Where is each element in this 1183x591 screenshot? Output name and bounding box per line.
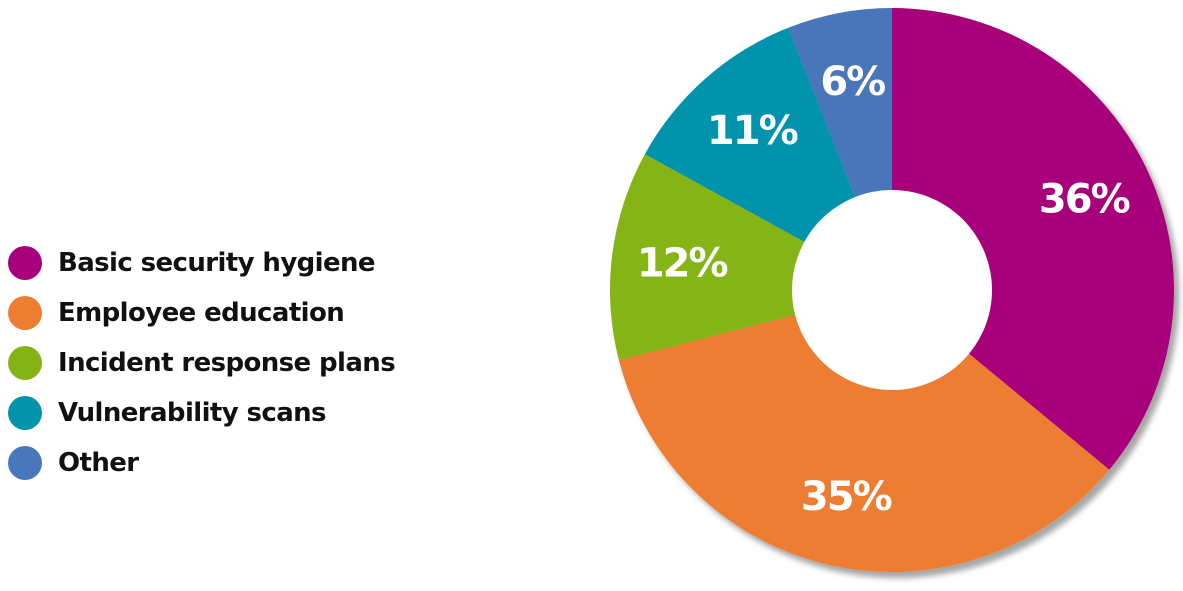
legend-swatch (8, 446, 42, 480)
legend-item: Incident response plans (8, 338, 528, 388)
legend-label: Employee education (58, 298, 345, 328)
data-label: 6% (820, 59, 885, 105)
data-label: 36% (1039, 177, 1130, 223)
legend-item: Employee education (8, 288, 528, 338)
legend-label: Incident response plans (58, 348, 396, 378)
data-label: 11% (707, 108, 798, 154)
legend-item: Other (8, 438, 528, 488)
legend-swatch (8, 396, 42, 430)
legend-swatch (8, 246, 42, 280)
legend-label: Basic security hygiene (58, 248, 376, 278)
legend-label: Other (58, 448, 139, 478)
legend-swatch (8, 346, 42, 380)
slice-labels: 36% 35% 12% 11% 6% (637, 59, 1132, 520)
legend-swatch (8, 296, 42, 330)
donut-hole (792, 190, 992, 390)
pie-slice (892, 8, 1174, 470)
pie-slice (610, 154, 892, 361)
data-label: 12% (637, 240, 728, 286)
chart-legend: Basic security hygiene Employee education… (8, 238, 528, 488)
legend-item: Basic security hygiene (8, 238, 528, 288)
legend-label: Vulnerability scans (58, 398, 327, 428)
data-label: 35% (801, 474, 892, 520)
pie-slice (618, 290, 1110, 572)
donut-slices (610, 8, 1174, 572)
legend-item: Vulnerability scans (8, 388, 528, 438)
